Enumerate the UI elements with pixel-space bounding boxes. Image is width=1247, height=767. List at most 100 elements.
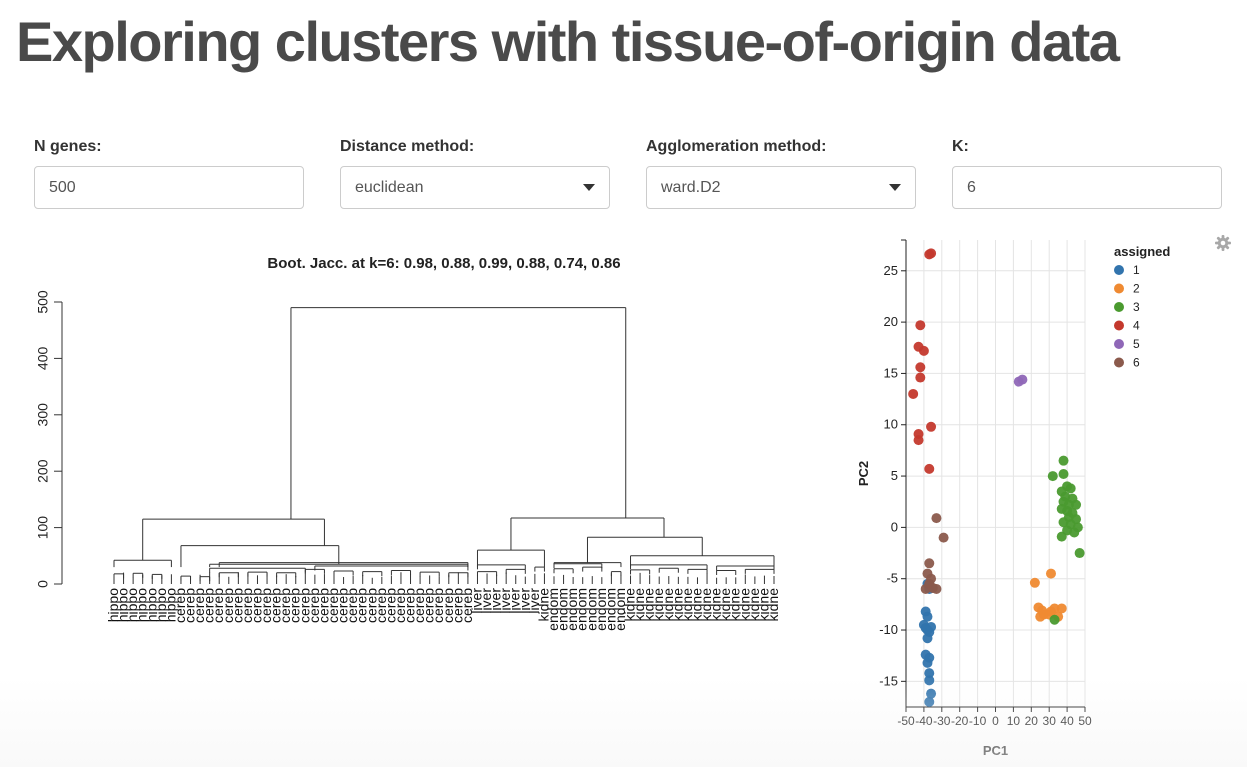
- y-tick-label: 0: [35, 580, 51, 588]
- y-tick-label: 0: [891, 519, 898, 534]
- leaf-label: cereb: [220, 588, 236, 623]
- leaf-label: kidne: [669, 588, 685, 622]
- leaf-label: kidne: [622, 588, 638, 622]
- leaf-label: hippo: [162, 588, 178, 622]
- leaf-label: cereb: [440, 588, 456, 623]
- leaf-label: cereb: [182, 588, 198, 623]
- cluster-4-point: [924, 249, 935, 260]
- y-tick-label: 100: [35, 516, 51, 540]
- legend-label: 4: [1133, 319, 1140, 333]
- leaf-label: hippo: [143, 588, 159, 622]
- agglomeration-method-value: ward.D2: [661, 178, 721, 196]
- cluster-2-point: [1045, 568, 1056, 579]
- leaf-label: kidne: [717, 588, 733, 622]
- x-tick-label: 40: [1060, 714, 1074, 728]
- cluster-1-point: [926, 621, 937, 632]
- agglomeration-method-control: Agglomeration method: ward.D2: [646, 136, 916, 209]
- legend-label: 5: [1133, 337, 1140, 351]
- x-tick-label: 0: [992, 714, 999, 728]
- y-tick-label: 200: [35, 459, 51, 483]
- leaf-label: cereb: [248, 588, 264, 623]
- x-tick-label: -40: [915, 714, 933, 728]
- cluster-3-point: [1049, 614, 1060, 625]
- distance-method-label: Distance method:: [340, 138, 475, 155]
- leaf-label: kidne: [708, 588, 724, 622]
- cluster-1-point: [922, 611, 933, 622]
- k-label: K:: [952, 138, 969, 155]
- leaf-label: hippo: [124, 588, 140, 622]
- legend-swatch: [1114, 283, 1124, 294]
- dendrogram-plot: Boot. Jacc. at k=6: 0.98, 0.88, 0.99, 0.…: [35, 255, 781, 631]
- leaf-label: kidne: [641, 588, 657, 622]
- agglomeration-method-select[interactable]: ward.D2: [646, 166, 916, 209]
- leaf-label: cereb: [172, 588, 188, 623]
- distance-method-control: Distance method: euclidean: [340, 136, 610, 209]
- y-tick-label: 400: [35, 347, 51, 371]
- n-genes-input[interactable]: [34, 166, 304, 209]
- cluster-3-point: [1058, 469, 1069, 480]
- k-input[interactable]: [952, 166, 1222, 209]
- x-tick-label: -20: [951, 714, 969, 728]
- x-tick-label: -50: [897, 714, 915, 728]
- gear-icon[interactable]: [1214, 234, 1232, 252]
- leaf-label: kidne: [535, 588, 551, 622]
- leaf-label: cereb: [296, 588, 312, 623]
- leaf-label: endom: [545, 588, 561, 631]
- leaf-label: kidne: [698, 588, 714, 622]
- leaf-label: cereb: [402, 588, 418, 623]
- x-tick-label: -30: [933, 714, 951, 728]
- leaf-label: cereb: [354, 588, 370, 623]
- legend-label: 2: [1133, 282, 1140, 296]
- cluster-1-point: [924, 696, 935, 707]
- legend-swatch: [1114, 339, 1124, 349]
- y-axis-label: PC2: [856, 461, 871, 486]
- k-control: K:: [952, 136, 1222, 209]
- x-axis-label: PC1: [983, 743, 1008, 758]
- y-tick-label: -5: [886, 571, 898, 586]
- legend-title: assigned: [1114, 244, 1170, 259]
- x-tick-label: 30: [1043, 714, 1057, 728]
- leaf-label: cereb: [373, 588, 389, 623]
- leaf-label: endom: [602, 588, 618, 631]
- leaf-label: liver: [468, 588, 484, 614]
- cluster-4-point: [926, 421, 937, 432]
- cluster-4-point: [915, 372, 926, 383]
- leaf-label: cereb: [258, 588, 274, 623]
- leaf-label: cereb: [459, 588, 475, 623]
- cluster-3-point: [1071, 499, 1082, 510]
- cluster-5-point: [1017, 374, 1028, 385]
- leaf-label: endom: [555, 588, 571, 631]
- leaf-label: cereb: [268, 588, 284, 623]
- cluster-2-point: [1045, 606, 1056, 617]
- leaf-label: hippo: [105, 588, 121, 622]
- leaf-label: endom: [593, 588, 609, 631]
- leaf-label: hippo: [153, 588, 169, 622]
- leaf-label: endom: [612, 588, 628, 631]
- leaf-label: hippo: [115, 588, 131, 622]
- cluster-2-point: [1029, 577, 1040, 588]
- leaf-label: kidne: [688, 588, 704, 622]
- leaf-label: kidne: [736, 588, 752, 622]
- leaf-label: cereb: [411, 588, 427, 623]
- dendrogram-branches: [113, 307, 775, 584]
- cluster-3-point: [1069, 527, 1080, 538]
- leaf-label: liver: [507, 588, 523, 614]
- cluster-3-point: [1058, 455, 1069, 466]
- leaf-label: cereb: [421, 588, 437, 623]
- distance-method-select[interactable]: euclidean: [340, 166, 610, 209]
- leaf-label: cereb: [287, 588, 303, 623]
- cluster-6-point: [931, 513, 942, 524]
- cluster-1-point: [924, 668, 935, 679]
- n-genes-label: N genes:: [34, 138, 102, 155]
- leaf-label: cereb: [306, 588, 322, 623]
- legend-swatch: [1114, 357, 1124, 368]
- cluster-4-point: [924, 463, 935, 474]
- legend-label: 3: [1133, 300, 1140, 314]
- leaf-label: cereb: [210, 588, 226, 623]
- distance-method-value: euclidean: [355, 178, 424, 196]
- leaf-label: cereb: [430, 588, 446, 623]
- cluster-1-point: [922, 633, 933, 644]
- leaf-label: liver: [497, 588, 513, 614]
- leaf-label: endom: [574, 588, 590, 631]
